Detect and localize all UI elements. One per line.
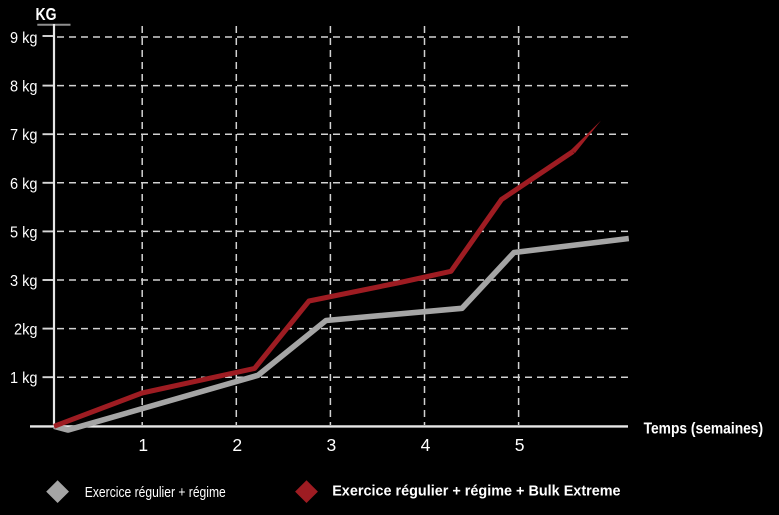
svg-text:4: 4 <box>421 435 431 455</box>
svg-text:1 kg: 1 kg <box>10 370 38 387</box>
svg-text:9 kg: 9 kg <box>10 30 38 47</box>
svg-text:3 kg: 3 kg <box>10 273 38 290</box>
svg-text:8 kg: 8 kg <box>10 79 38 96</box>
svg-text:Exercice régulier + régime + B: Exercice régulier + régime + Bulk Extrem… <box>332 484 620 500</box>
svg-text:Exercice régulier + régime: Exercice régulier + régime <box>85 484 226 501</box>
svg-text:5: 5 <box>515 435 525 455</box>
svg-text:Temps (semaines): Temps (semaines) <box>644 421 764 438</box>
svg-text:3: 3 <box>327 435 337 455</box>
svg-text:6 kg: 6 kg <box>10 176 38 193</box>
svg-text:2kg: 2kg <box>14 322 38 339</box>
svg-text:KG: KG <box>36 4 57 24</box>
svg-text:7 kg: 7 kg <box>10 127 38 144</box>
svg-text:2: 2 <box>232 435 242 455</box>
svg-text:1: 1 <box>138 435 148 455</box>
svg-text:5 kg: 5 kg <box>10 224 38 241</box>
